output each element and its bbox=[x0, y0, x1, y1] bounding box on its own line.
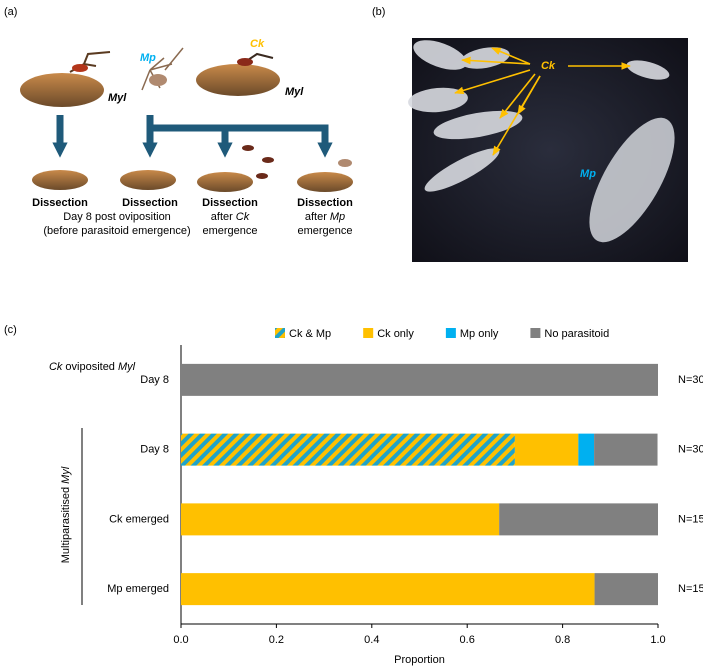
panel-label: (a) bbox=[4, 6, 17, 18]
text: after bbox=[211, 211, 233, 223]
x-tick-label: 0.4 bbox=[364, 634, 379, 646]
legend-label: Mp only bbox=[460, 328, 499, 340]
host-label: Myl bbox=[285, 86, 304, 98]
text: oviposited bbox=[65, 361, 115, 373]
pointers bbox=[454, 47, 631, 156]
bar-segment bbox=[499, 503, 658, 536]
y-tick-label: Mp emerged bbox=[107, 583, 169, 595]
annotation: N=15 bbox=[678, 513, 703, 525]
larva bbox=[197, 172, 253, 192]
legend-label: No parasitoid bbox=[544, 328, 609, 340]
bar-segment bbox=[181, 503, 500, 536]
step-text: after Ck bbox=[211, 211, 250, 223]
step-text: after Mp bbox=[305, 211, 345, 223]
annotation: N=15 bbox=[678, 583, 703, 595]
bar-segment bbox=[578, 433, 595, 466]
legend-swatch bbox=[445, 328, 456, 338]
step-title: Dissection bbox=[122, 197, 178, 209]
step-text: (before parasitoid emergence) bbox=[43, 225, 190, 237]
larvae bbox=[408, 40, 675, 243]
panel-b: (b) Ck Mp bbox=[372, 6, 688, 262]
y-tick-label: Ck emerged bbox=[109, 513, 169, 525]
text: after bbox=[305, 211, 327, 223]
bar-segment bbox=[594, 433, 658, 466]
text: Multiparasitised bbox=[60, 487, 72, 563]
group-label: Multiparasitised Myl bbox=[60, 466, 72, 563]
step-title: Dissection bbox=[297, 197, 353, 209]
larva bbox=[32, 170, 88, 190]
bar-segment bbox=[181, 433, 515, 466]
text: Myl bbox=[60, 466, 72, 484]
panel-label: (b) bbox=[372, 6, 385, 18]
x-tick-label: 0.0 bbox=[173, 634, 188, 646]
photo-label: Ck bbox=[541, 60, 556, 72]
larva bbox=[120, 170, 176, 190]
step-text: emergence bbox=[202, 225, 257, 237]
wasp bbox=[237, 58, 253, 66]
wasp bbox=[72, 64, 88, 72]
larva bbox=[297, 172, 353, 192]
species: Mp bbox=[330, 211, 345, 223]
host-label: Myl bbox=[108, 92, 127, 104]
legend-swatch bbox=[275, 328, 285, 338]
panel-a: (a) Myl Mp Ck Myl Dissection Day 8 post … bbox=[4, 6, 353, 237]
chart: Ck & Mp Ck only Mp only No parasitoid 0.0 0.2… bbox=[107, 328, 703, 666]
step-title: Dissection bbox=[202, 197, 258, 209]
bar-segment bbox=[181, 573, 595, 606]
text: Ck bbox=[49, 361, 63, 373]
larva bbox=[20, 73, 104, 107]
group-label: Ck oviposited Myl bbox=[49, 361, 136, 373]
legend-swatch bbox=[530, 328, 541, 338]
panel-label: (c) bbox=[4, 324, 17, 336]
x-tick-label: 0.8 bbox=[555, 634, 570, 646]
step-text: emergence bbox=[297, 225, 352, 237]
wasp bbox=[149, 74, 167, 86]
annotation: N=30 bbox=[678, 444, 703, 456]
larva bbox=[196, 64, 280, 96]
photo-label: Mp bbox=[580, 168, 596, 180]
legend-label: Ck only bbox=[377, 328, 414, 340]
legend-swatch bbox=[363, 328, 374, 338]
x-tick-label: 0.2 bbox=[269, 634, 284, 646]
arrow bbox=[150, 124, 333, 158]
x-tick-label: 0.6 bbox=[460, 634, 475, 646]
y-tick-label: Day 8 bbox=[140, 444, 169, 456]
species: Ck bbox=[236, 211, 250, 223]
annotation: N=30 bbox=[678, 374, 703, 386]
bar-segment bbox=[181, 363, 658, 396]
step-title: Dissection bbox=[32, 197, 88, 209]
x-axis-label: Proportion bbox=[394, 654, 445, 666]
bar-segment bbox=[514, 433, 579, 466]
wasp-label: Mp bbox=[140, 52, 156, 64]
legend-label: Ck & Mp bbox=[289, 328, 331, 340]
wasp-label: Ck bbox=[250, 38, 265, 50]
bar-segment bbox=[594, 573, 658, 606]
y-tick-label: Day 8 bbox=[140, 374, 169, 386]
x-tick-label: 1.0 bbox=[650, 634, 665, 646]
wasps bbox=[242, 145, 352, 179]
step-text: Day 8 post oviposition bbox=[63, 211, 171, 223]
text: Myl bbox=[118, 361, 136, 373]
